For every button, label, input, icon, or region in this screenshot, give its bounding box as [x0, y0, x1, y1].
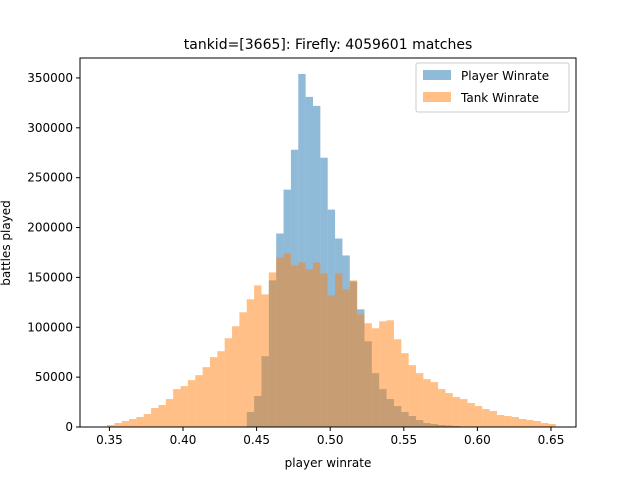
tank-winrate-bar — [423, 379, 431, 427]
tank-winrate-bar — [246, 299, 255, 427]
tank-winrate-bar — [129, 419, 137, 427]
tank-winrate-bar — [379, 321, 387, 427]
tank-winrate-bar — [187, 380, 196, 427]
player-winrate-bar — [305, 96, 313, 427]
y-tick-label: 300000 — [27, 121, 73, 135]
tank-winrate-bar — [438, 389, 446, 427]
tank-winrate-bar — [416, 373, 424, 427]
tank-winrate-bar — [342, 289, 350, 427]
y-tick-label: 250000 — [27, 171, 73, 185]
x-tick-label: 0.65 — [538, 433, 565, 447]
tank-winrate-bar — [467, 403, 475, 427]
tank-winrate-bar — [371, 328, 380, 427]
tank-winrate-bar — [482, 409, 490, 427]
legend-swatch-player-winrate — [423, 70, 451, 80]
y-tick-label: 350000 — [27, 71, 73, 85]
tank-winrate-bar — [305, 269, 313, 427]
tank-winrate-bar — [393, 339, 402, 427]
legend-label-tank-winrate: Tank Winrate — [460, 91, 539, 105]
x-tick-label: 0.40 — [170, 433, 197, 447]
legend-label-player-winrate: Player Winrate — [461, 69, 549, 83]
tank-winrate-bar — [519, 419, 527, 427]
legend-swatch-tank-winrate — [423, 92, 451, 102]
x-tick-label: 0.45 — [243, 433, 270, 447]
tank-winrate-bar — [504, 416, 512, 427]
y-tick-label: 0 — [65, 420, 73, 434]
series-1-bars — [106, 253, 556, 427]
tank-winrate-bar — [283, 253, 291, 427]
tank-winrate-bar — [386, 320, 394, 427]
tank-winrate-bar — [217, 351, 225, 427]
tank-winrate-bar — [173, 389, 181, 427]
tank-winrate-bar — [496, 415, 505, 427]
tank-winrate-bar — [151, 408, 159, 427]
tank-winrate-bar — [526, 420, 534, 427]
tank-winrate-bar — [195, 375, 203, 427]
y-tick-label: 50000 — [35, 370, 73, 384]
tank-winrate-bar — [180, 386, 188, 427]
tank-winrate-bar — [548, 424, 556, 427]
x-axis-label: player winrate — [285, 456, 372, 470]
tank-winrate-bar — [136, 417, 144, 427]
tank-winrate-bar — [541, 423, 549, 427]
tank-winrate-bar — [268, 272, 277, 427]
tank-winrate-bar — [489, 411, 497, 427]
tank-winrate-bar — [298, 262, 306, 427]
tank-winrate-bar — [239, 312, 247, 427]
y-axis-label: battles played — [0, 200, 13, 286]
tank-winrate-bar — [349, 280, 358, 427]
y-tick-label: 100000 — [27, 320, 73, 334]
x-tick-label: 0.50 — [317, 433, 344, 447]
chart-title: tankid=[3665]: Firefly: 4059601 matches — [184, 37, 473, 53]
tank-winrate-bar — [474, 406, 483, 427]
tank-winrate-bar — [276, 257, 284, 427]
legend-frame — [415, 62, 570, 113]
tank-winrate-bar — [445, 393, 453, 427]
tank-winrate-bar — [261, 294, 269, 427]
tank-winrate-bar — [327, 295, 336, 427]
tank-winrate-bar — [401, 353, 409, 427]
x-tick-label: 0.35 — [96, 433, 123, 447]
tank-winrate-bar — [202, 367, 210, 427]
y-tick-label: 200000 — [27, 221, 73, 235]
tank-winrate-bar — [290, 265, 299, 427]
tank-winrate-bar — [452, 397, 461, 427]
tank-winrate-bar — [511, 417, 520, 427]
tank-winrate-bar — [320, 273, 328, 427]
tank-winrate-bar — [121, 421, 130, 427]
player-winrate-bar — [298, 73, 306, 428]
tank-winrate-bar — [335, 273, 343, 427]
tank-winrate-bar — [143, 414, 152, 427]
tank-winrate-bar — [106, 425, 115, 427]
tank-winrate-bar — [357, 314, 365, 427]
x-tick-label: 0.55 — [390, 433, 417, 447]
legend: Player Winrate Tank Winrate — [415, 62, 570, 113]
tank-winrate-bar — [158, 405, 166, 427]
plot-area-frame — [79, 57, 577, 428]
y-tick-label: 150000 — [27, 270, 73, 284]
tank-winrate-bar — [364, 323, 372, 427]
tank-winrate-bar — [460, 399, 468, 427]
tank-winrate-bar — [209, 357, 218, 427]
tank-winrate-bar — [430, 382, 439, 427]
bars-layer — [106, 73, 556, 428]
x-axis: 0.35 0.40 0.45 0.50 0.55 0.60 0.65 — [96, 427, 564, 447]
y-axis: 0 50000 100000 150000 200000 250000 300000 3500… — [27, 71, 80, 434]
tank-winrate-bar — [232, 326, 240, 427]
tank-winrate-bar — [114, 423, 122, 427]
tank-winrate-bar — [408, 365, 417, 427]
tank-winrate-bar — [533, 421, 542, 427]
tank-winrate-bar — [224, 338, 233, 427]
x-tick-label: 0.60 — [464, 433, 491, 447]
tank-winrate-bar — [254, 285, 262, 427]
tank-winrate-bar — [165, 399, 174, 427]
tank-winrate-bar — [312, 262, 321, 427]
